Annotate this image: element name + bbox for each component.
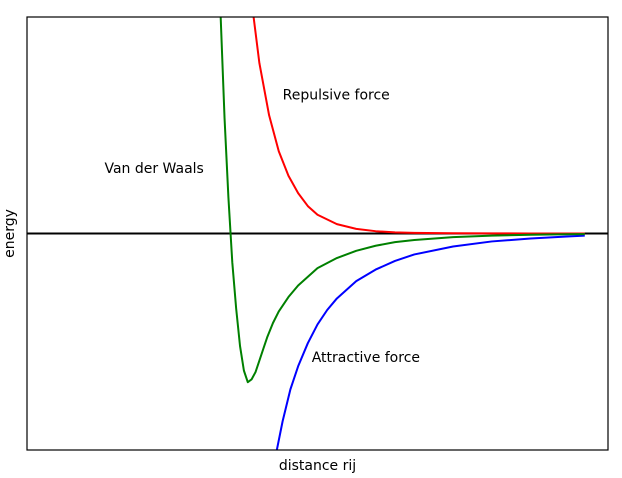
y-axis-label: energy [2,209,18,258]
plot-area [27,17,608,450]
repulsive-curve [252,17,585,235]
annotation-repulsive-force: Repulsive force [283,87,390,103]
annotations: Repulsive force Van der Waals Attractive f… [104,87,420,366]
van-der-waals-curve [219,17,585,384]
axes-frame [26,16,609,451]
annotation-attractive-force: Attractive force [312,350,420,366]
attractive-curve [275,234,585,450]
annotation-van-der-waals: Van der Waals [104,161,203,177]
x-axis-label: distance rij [279,458,356,474]
